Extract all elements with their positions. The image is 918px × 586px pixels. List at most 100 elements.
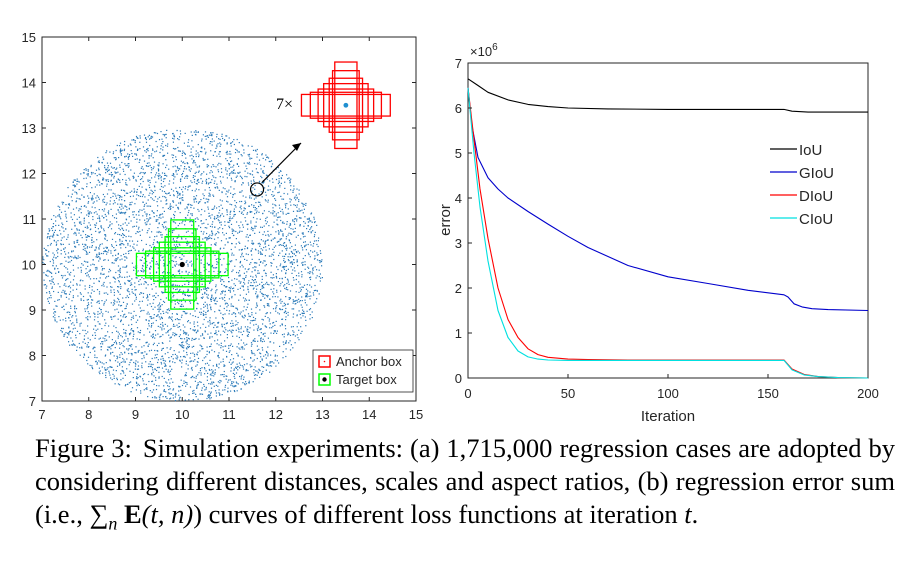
scatter-point <box>205 198 207 200</box>
scatter-point <box>160 176 162 178</box>
scatter-point <box>98 161 100 164</box>
scatter-point <box>113 175 115 177</box>
scatter-point <box>193 353 196 355</box>
scatter-point <box>234 373 236 376</box>
scatter-point <box>86 227 88 229</box>
scatter-point <box>112 373 114 375</box>
scatter-point <box>295 278 297 281</box>
scatter-point <box>214 226 216 228</box>
scatter-point <box>213 182 215 184</box>
scatter-point <box>270 262 272 264</box>
scatter-point <box>251 365 253 367</box>
scatter-point <box>181 258 183 260</box>
scatter-point <box>158 196 161 198</box>
scatter-point <box>88 197 90 199</box>
scatter-point <box>182 356 185 358</box>
scatter-point <box>264 272 267 274</box>
scatter-point <box>302 233 304 235</box>
scatter-point <box>174 303 176 305</box>
scatter-point <box>242 213 244 215</box>
scatter-point <box>179 273 181 275</box>
scatter-point <box>181 384 184 387</box>
scatter-point <box>193 389 195 392</box>
scatter-point <box>219 176 221 178</box>
scatter-point <box>138 211 140 213</box>
scatter-point <box>265 264 267 266</box>
scatter-point <box>267 185 270 187</box>
scatter-point <box>78 229 80 231</box>
scatter-point <box>45 249 47 251</box>
scatter-point <box>220 182 222 184</box>
scatter-point <box>163 390 165 392</box>
scatter-point <box>102 199 104 201</box>
scatter-point <box>160 305 162 307</box>
scatter-point <box>253 339 255 341</box>
scatter-point <box>213 195 215 197</box>
scatter-point <box>315 277 317 279</box>
scatter-point <box>157 170 160 172</box>
scatter-point <box>245 253 247 255</box>
scatter-point <box>184 312 186 314</box>
scatter-point <box>143 357 145 359</box>
scatter-point <box>149 205 152 207</box>
scatter-point <box>186 348 188 350</box>
scatter-point <box>266 174 268 177</box>
scatter-point <box>176 313 178 315</box>
scatter-point <box>143 389 145 391</box>
scatter-point <box>210 306 212 308</box>
scatter-point <box>255 285 257 287</box>
scatter-point <box>75 257 77 259</box>
scatter-point <box>256 349 259 351</box>
scatter-point <box>187 211 190 214</box>
scatter-point <box>163 312 165 314</box>
scatter-point <box>247 319 249 321</box>
scatter-point <box>148 313 150 315</box>
scatter-point <box>218 321 220 323</box>
scatter-point <box>258 335 260 337</box>
scatter-point <box>253 372 255 374</box>
scatter-point <box>138 214 140 216</box>
scatter-point <box>238 231 240 233</box>
scatter-point <box>189 313 191 315</box>
scatter-point <box>97 156 99 159</box>
scatter-point <box>198 189 200 191</box>
scatter-point <box>244 384 246 386</box>
scatter-point <box>237 288 239 290</box>
scatter-point <box>103 285 105 287</box>
scatter-point <box>116 258 118 260</box>
scatter-point <box>104 355 106 357</box>
scatter-point <box>120 211 122 213</box>
scatter-point <box>125 182 127 184</box>
scatter-point <box>126 289 128 291</box>
scatter-point <box>207 297 209 299</box>
scatter-point <box>283 222 285 224</box>
scatter-point <box>202 193 204 195</box>
scatter-point <box>150 278 152 280</box>
scatter-point <box>107 180 109 182</box>
scatter-point <box>120 153 122 155</box>
scatter-point <box>302 261 304 263</box>
scatter-point <box>146 255 148 257</box>
scatter-point <box>107 311 109 313</box>
scatter-point <box>154 397 156 399</box>
scatter-point <box>110 197 112 199</box>
scatter-point <box>119 354 121 356</box>
scatter-point <box>110 180 112 182</box>
scatter-point <box>292 191 294 193</box>
scatter-point <box>117 194 119 196</box>
scatter-point <box>288 298 290 300</box>
scatter-point <box>179 186 181 189</box>
scatter-point <box>238 225 240 227</box>
scatter-point <box>102 273 104 275</box>
scatter-point <box>113 316 115 318</box>
scatter-point <box>161 317 163 320</box>
scatter-point <box>228 168 230 170</box>
scatter-point <box>290 178 292 180</box>
scatter-point <box>84 244 86 246</box>
scatter-point <box>259 201 261 203</box>
scatter-point <box>119 356 121 358</box>
scatter-point <box>265 174 268 176</box>
scatter-point <box>123 244 125 246</box>
scatter-point <box>208 287 210 289</box>
scatter-point <box>181 305 183 308</box>
